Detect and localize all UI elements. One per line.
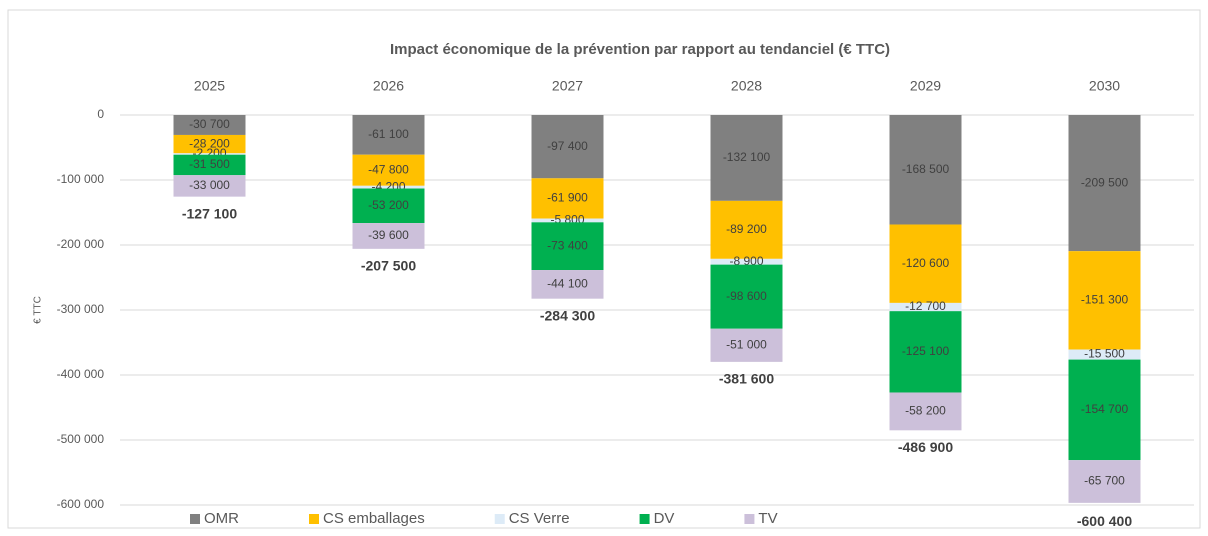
bar-segment	[710, 115, 783, 201]
bar-segment	[352, 154, 425, 186]
bar-segment	[531, 218, 604, 223]
bar-segment	[531, 178, 604, 219]
data-label: -31 500	[189, 157, 230, 171]
y-tick-label: -400 000	[57, 367, 105, 381]
data-label: -97 400	[547, 139, 588, 153]
bar-segment	[710, 264, 783, 329]
data-label: -89 200	[726, 222, 767, 236]
bar-segment	[710, 328, 783, 362]
bar-segment	[531, 270, 604, 299]
total-label: -284 300	[540, 307, 595, 323]
bar-segment	[1068, 359, 1141, 461]
bar-segment	[352, 188, 425, 224]
bar-segment	[173, 134, 246, 154]
data-label: -47 800	[368, 162, 409, 176]
data-label: -61 100	[368, 127, 409, 141]
data-label: -132 100	[723, 150, 771, 164]
data-label: -30 700	[189, 117, 230, 131]
data-label: -44 100	[547, 277, 588, 291]
bar-segment	[889, 224, 962, 303]
x-tick-label: 2029	[910, 78, 941, 94]
bar-segment	[889, 302, 962, 312]
bar-segment	[889, 392, 962, 431]
bar-segment	[352, 115, 425, 155]
bar-segment	[531, 115, 604, 179]
data-label: -65 700	[1084, 474, 1125, 488]
data-label: -125 100	[902, 344, 950, 358]
data-label: -51 000	[726, 337, 767, 351]
bar-segment	[173, 154, 246, 176]
bar-segment	[889, 311, 962, 393]
bar-segment	[710, 258, 783, 265]
data-label: -73 400	[547, 238, 588, 252]
x-tick-label: 2027	[552, 78, 583, 94]
total-label: -486 900	[898, 439, 953, 455]
data-label: -12 700	[905, 299, 946, 313]
data-label: -154 700	[1081, 402, 1129, 416]
legend-swatch	[309, 514, 319, 524]
data-label: -15 500	[1084, 347, 1125, 361]
x-tick-label: 2030	[1089, 78, 1120, 94]
y-tick-label: -500 000	[57, 432, 105, 446]
data-label: -168 500	[902, 162, 950, 176]
data-label: -39 600	[368, 228, 409, 242]
data-label: -61 900	[547, 191, 588, 205]
chart-title: Impact économique de la prévention par r…	[390, 41, 890, 58]
bar-segment	[173, 153, 246, 155]
bar-segment	[1068, 460, 1141, 503]
bar-segment	[173, 115, 246, 135]
x-tick-label: 2026	[373, 78, 404, 94]
total-label: -600 400	[1077, 513, 1132, 529]
bar-segment	[352, 185, 425, 189]
bar-segment	[1068, 349, 1141, 360]
y-tick-label: -600 000	[57, 497, 105, 511]
bar-segment	[531, 222, 604, 271]
legend-label: OMR	[204, 510, 239, 527]
bar-segment	[889, 115, 962, 225]
data-label: -33 000	[189, 178, 230, 192]
legend-swatch	[639, 514, 650, 524]
legend-label: CS emballages	[323, 510, 425, 527]
data-label: -120 600	[902, 256, 950, 270]
data-label: -58 200	[905, 404, 946, 418]
total-label: -381 600	[719, 371, 774, 387]
legend-label: TV	[758, 510, 777, 527]
bar-segment	[173, 175, 246, 197]
data-label: -53 200	[368, 198, 409, 212]
y-axis-label: € TTC	[33, 296, 44, 324]
bar-segment	[352, 223, 425, 249]
data-label: -151 300	[1081, 293, 1129, 307]
x-tick-label: 2028	[731, 78, 762, 94]
legend-label: DV	[654, 510, 675, 527]
y-tick-label: 0	[97, 107, 104, 121]
legend-label: CS Verre	[509, 510, 570, 527]
legend-swatch	[494, 514, 505, 524]
x-tick-label: 2025	[194, 78, 225, 94]
y-tick-label: -100 000	[57, 172, 105, 186]
total-label: -207 500	[361, 258, 416, 274]
data-label: -28 200	[189, 136, 230, 150]
y-tick-label: -300 000	[57, 302, 105, 316]
bar-segment	[710, 200, 783, 259]
data-label: -209 500	[1081, 175, 1129, 189]
bar-segment	[1068, 115, 1141, 252]
data-label: -8 900	[729, 254, 763, 268]
legend-swatch	[744, 514, 755, 524]
bar-segment	[1068, 251, 1141, 350]
total-label: -127 100	[182, 205, 237, 221]
legend-swatch	[190, 514, 200, 524]
data-label: -98 600	[726, 289, 767, 303]
y-tick-label: -200 000	[57, 237, 105, 251]
chart-frame	[7, 9, 1201, 529]
